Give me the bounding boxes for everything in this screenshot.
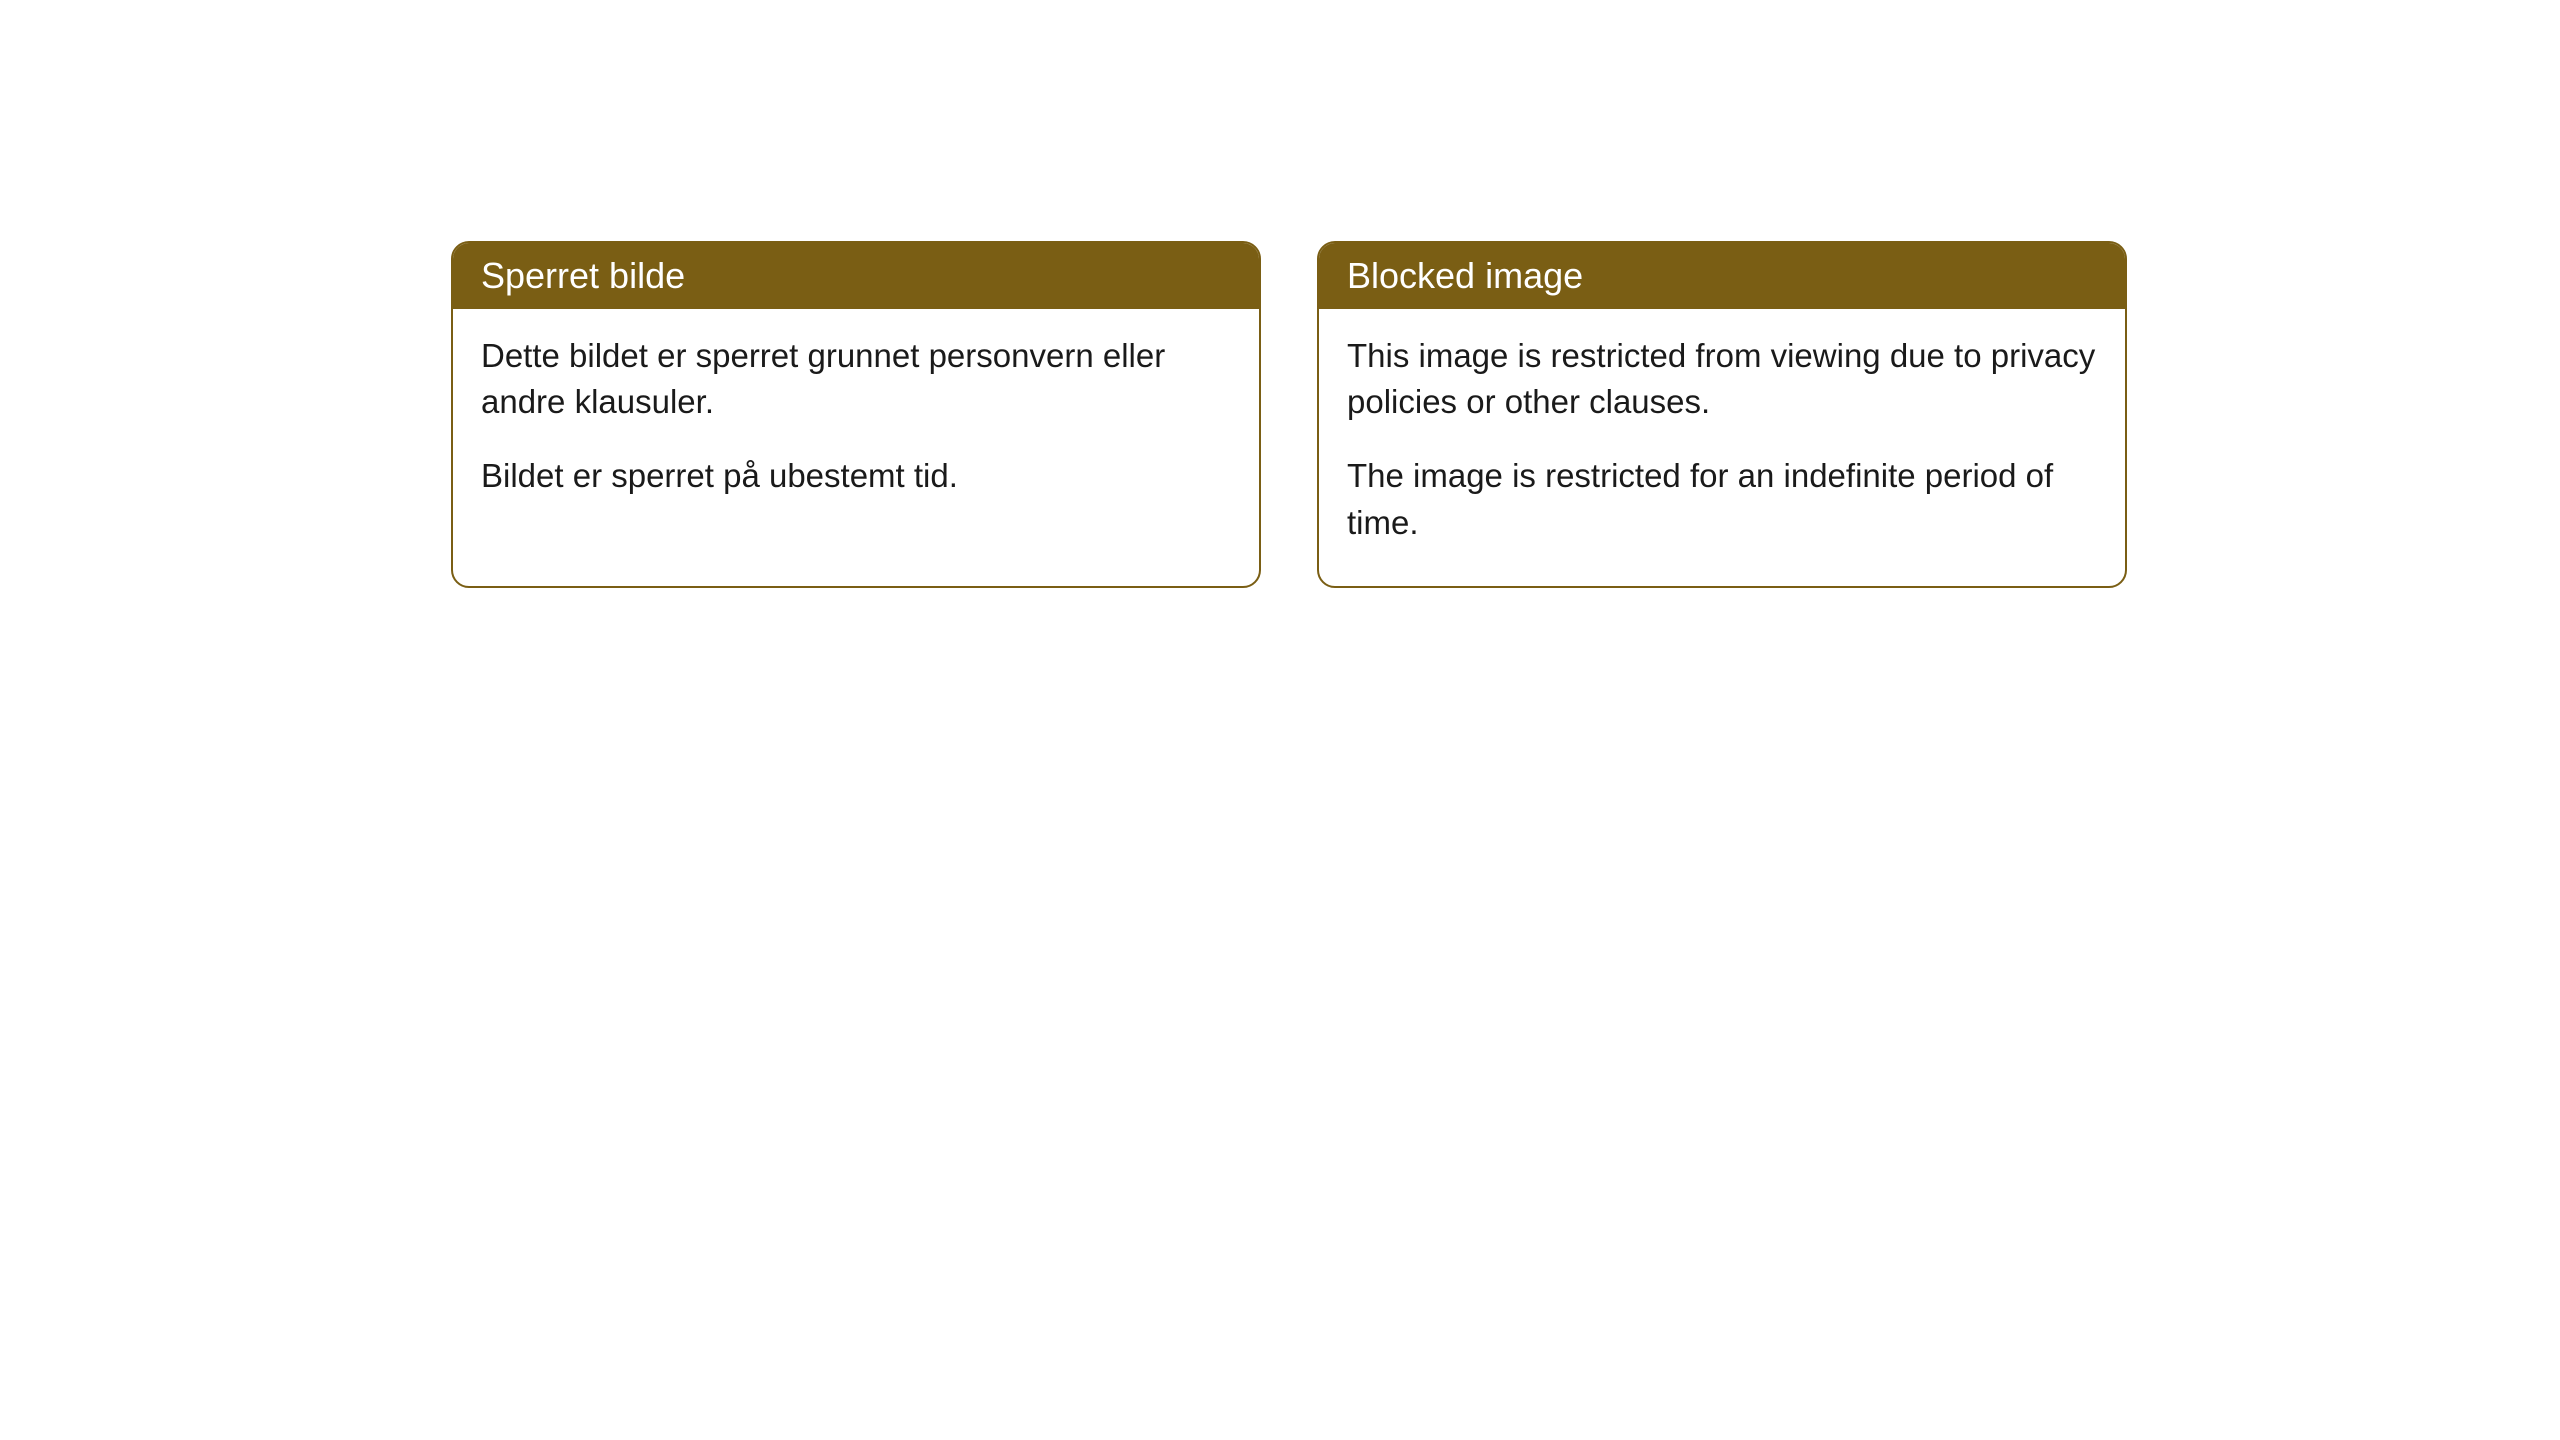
card-header-english: Blocked image	[1319, 243, 2125, 309]
card-body-norwegian: Dette bildet er sperret grunnet personve…	[453, 309, 1259, 540]
notice-card-english: Blocked image This image is restricted f…	[1317, 241, 2127, 588]
card-header-norwegian: Sperret bilde	[453, 243, 1259, 309]
card-paragraph: Dette bildet er sperret grunnet personve…	[481, 333, 1231, 425]
card-paragraph: Bildet er sperret på ubestemt tid.	[481, 453, 1231, 499]
card-paragraph: This image is restricted from viewing du…	[1347, 333, 2097, 425]
notice-container: Sperret bilde Dette bildet er sperret gr…	[451, 241, 2127, 588]
notice-card-norwegian: Sperret bilde Dette bildet er sperret gr…	[451, 241, 1261, 588]
card-body-english: This image is restricted from viewing du…	[1319, 309, 2125, 586]
card-paragraph: The image is restricted for an indefinit…	[1347, 453, 2097, 545]
